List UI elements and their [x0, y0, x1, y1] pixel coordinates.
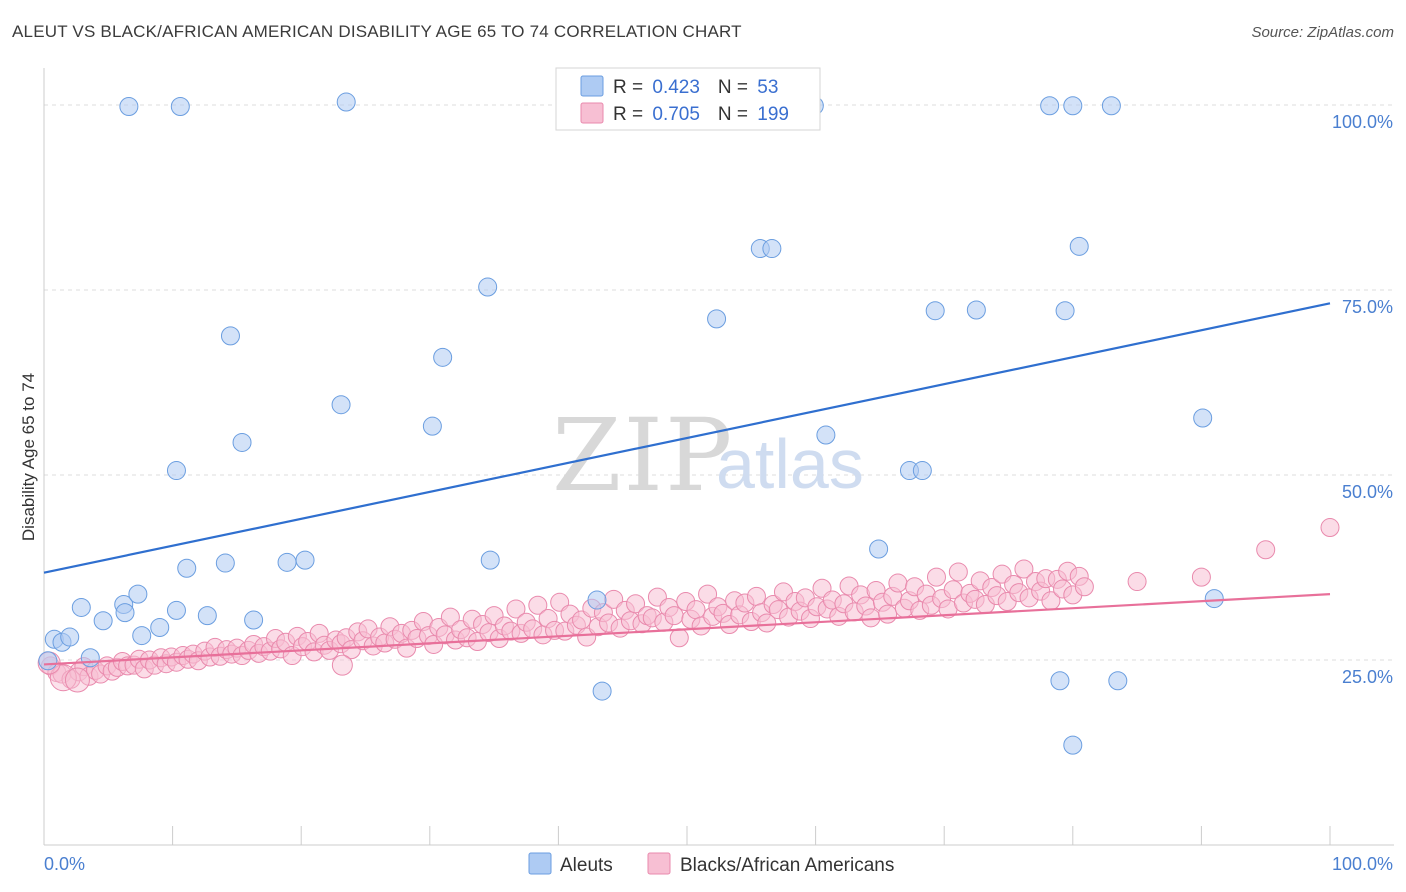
bottom-legend-label-aleuts: Aleuts [560, 855, 613, 876]
blacks-point-128 [746, 586, 766, 606]
legend-row1: R = 0.423 N = 53 [613, 77, 778, 98]
aleuts-point-34 [762, 239, 782, 259]
aleuts-point-41 [925, 301, 945, 321]
aleuts-point-49 [1108, 671, 1128, 691]
blacks-point-72 [440, 607, 460, 627]
aleuts-point-3 [60, 627, 80, 647]
aleuts-point-38 [869, 539, 889, 559]
trendline-aleuts [43, 302, 1331, 574]
aleuts-point-25 [336, 92, 356, 112]
aleuts-point-9 [128, 584, 148, 604]
aleuts-point-32 [707, 309, 727, 329]
aleuts-point-8 [115, 603, 135, 623]
bottom-legend-swatch-blacks [647, 852, 671, 875]
legend-row2: R = 0.705 N = 199 [613, 104, 789, 125]
y-tick-label-25: 25.0% [1342, 667, 1393, 687]
series-legend: Aleuts Blacks/African Americans [528, 852, 894, 876]
trend-lines [43, 302, 1331, 666]
aleuts-point-45 [1063, 96, 1083, 116]
aleuts-point-18 [295, 550, 315, 570]
aleuts-point-14 [197, 606, 217, 626]
y-tick-label-50: 50.0% [1342, 482, 1393, 502]
aleuts-point-11 [150, 617, 170, 637]
blacks-point-130 [757, 613, 777, 633]
aleuts-point-20 [232, 432, 252, 452]
blacks-point-106 [626, 594, 646, 614]
y-tick-labels: 25.0% 50.0% 75.0% 100.0% [1332, 112, 1393, 687]
aleuts-point-44 [1040, 96, 1060, 116]
aleuts-point-12 [166, 600, 186, 620]
aleuts-point-21 [220, 326, 240, 346]
legend-swatch-blacks [580, 102, 604, 124]
watermark: ZIP atlas [552, 397, 864, 514]
blacks-point-161 [926, 567, 946, 587]
aleuts-point-52 [1063, 735, 1083, 755]
aleuts-point-17 [277, 552, 297, 572]
blacks-point-177 [1014, 559, 1034, 579]
aleuts-point-22 [166, 461, 186, 481]
source-label: Source: ZipAtlas.com [1251, 24, 1394, 41]
blacks-point-192 [1320, 518, 1340, 538]
blacks-point-189 [1127, 572, 1147, 592]
aleuts-point-10 [132, 626, 152, 646]
trendline-blacks [43, 593, 1331, 666]
aleuts-point-27 [433, 347, 453, 367]
legend-swatch-aleuts [580, 75, 604, 97]
axes [43, 68, 1394, 846]
aleuts-point-40 [912, 461, 932, 481]
aleuts-point-31 [592, 681, 612, 701]
aleuts-point-29 [480, 550, 500, 570]
blacks-point-114 [669, 628, 689, 648]
aleuts-point-4 [71, 597, 91, 617]
aleuts-point-0 [38, 651, 58, 671]
watermark-atlas: atlas [716, 425, 864, 503]
aleuts-point-13 [177, 558, 197, 578]
aleuts-point-6 [93, 611, 113, 631]
aleuts-point-51 [1193, 408, 1213, 428]
bottom-legend-swatch-aleuts [528, 852, 552, 875]
y-tick-label-100: 100.0% [1332, 112, 1393, 132]
aleuts-point-23 [119, 96, 139, 116]
bottom-legend-label-blacks: Blacks/African Americans [680, 855, 894, 876]
aleuts-point-28 [478, 277, 498, 297]
blacks-point-191 [1256, 540, 1276, 560]
aleuts-point-16 [244, 610, 264, 630]
blacks-point-154 [888, 573, 908, 593]
grid-lines [44, 104, 1394, 661]
x-ticks [172, 826, 1331, 845]
aleuts-point-19 [331, 395, 351, 415]
blacks-point-152 [878, 604, 898, 624]
aleuts-point-50 [1204, 589, 1224, 609]
aleuts-point-48 [1050, 671, 1070, 691]
blacks-point-119 [698, 584, 718, 604]
stats-legend: R = 0.423 N = 53 R = 0.705 N = 199 [555, 67, 821, 131]
aleuts-point-42 [966, 300, 986, 320]
blacks-point-117 [686, 600, 706, 620]
blacks-point-190 [1191, 567, 1211, 587]
series-blacks-african-americans [37, 518, 1340, 693]
aleuts-point-26 [422, 416, 442, 436]
chart-title: ALEUT VS BLACK/AFRICAN AMERICAN DISABILI… [12, 22, 742, 41]
aleuts-point-5 [80, 648, 100, 668]
blacks-cluster-1 [64, 667, 90, 693]
aleuts-point-46 [1101, 96, 1121, 116]
blacks-cluster-3 [331, 654, 353, 676]
aleuts-point-47 [1069, 236, 1089, 256]
blacks-point-84 [506, 599, 526, 619]
aleuts-point-30 [587, 590, 607, 610]
aleuts-point-15 [215, 553, 235, 573]
aleuts-point-37 [816, 425, 836, 445]
watermark-zip: ZIP [552, 397, 734, 514]
aleuts-point-43 [1055, 301, 1075, 321]
x-tick-label-max: 100.0% [1332, 854, 1393, 874]
blacks-point-165 [948, 562, 968, 582]
aleuts-point-24 [170, 96, 190, 116]
blacks-point-188 [1074, 577, 1094, 597]
y-axis-title: Disability Age 65 to 74 [19, 373, 38, 541]
blacks-point-88 [528, 595, 548, 615]
y-tick-label-75: 75.0% [1342, 297, 1393, 317]
x-tick-label-min: 0.0% [44, 854, 85, 874]
